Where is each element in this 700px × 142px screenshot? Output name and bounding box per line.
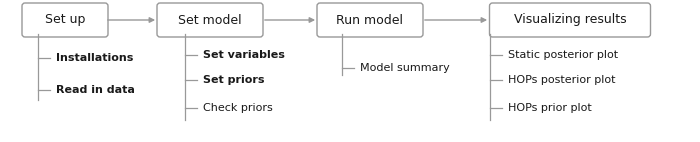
FancyBboxPatch shape — [317, 3, 423, 37]
Text: Model summary: Model summary — [360, 63, 449, 73]
Text: Check priors: Check priors — [203, 103, 273, 113]
Text: Set priors: Set priors — [203, 75, 265, 85]
Text: Installations: Installations — [56, 53, 134, 63]
Text: Set model: Set model — [178, 13, 241, 27]
Text: HOPs prior plot: HOPs prior plot — [508, 103, 592, 113]
Text: Static posterior plot: Static posterior plot — [508, 50, 618, 60]
Text: Set variables: Set variables — [203, 50, 285, 60]
Text: Visualizing results: Visualizing results — [514, 13, 626, 27]
Text: HOPs posterior plot: HOPs posterior plot — [508, 75, 615, 85]
FancyBboxPatch shape — [489, 3, 650, 37]
Text: Set up: Set up — [45, 13, 85, 27]
Text: Run model: Run model — [337, 13, 403, 27]
Text: Read in data: Read in data — [56, 85, 135, 95]
FancyBboxPatch shape — [157, 3, 263, 37]
FancyBboxPatch shape — [22, 3, 108, 37]
